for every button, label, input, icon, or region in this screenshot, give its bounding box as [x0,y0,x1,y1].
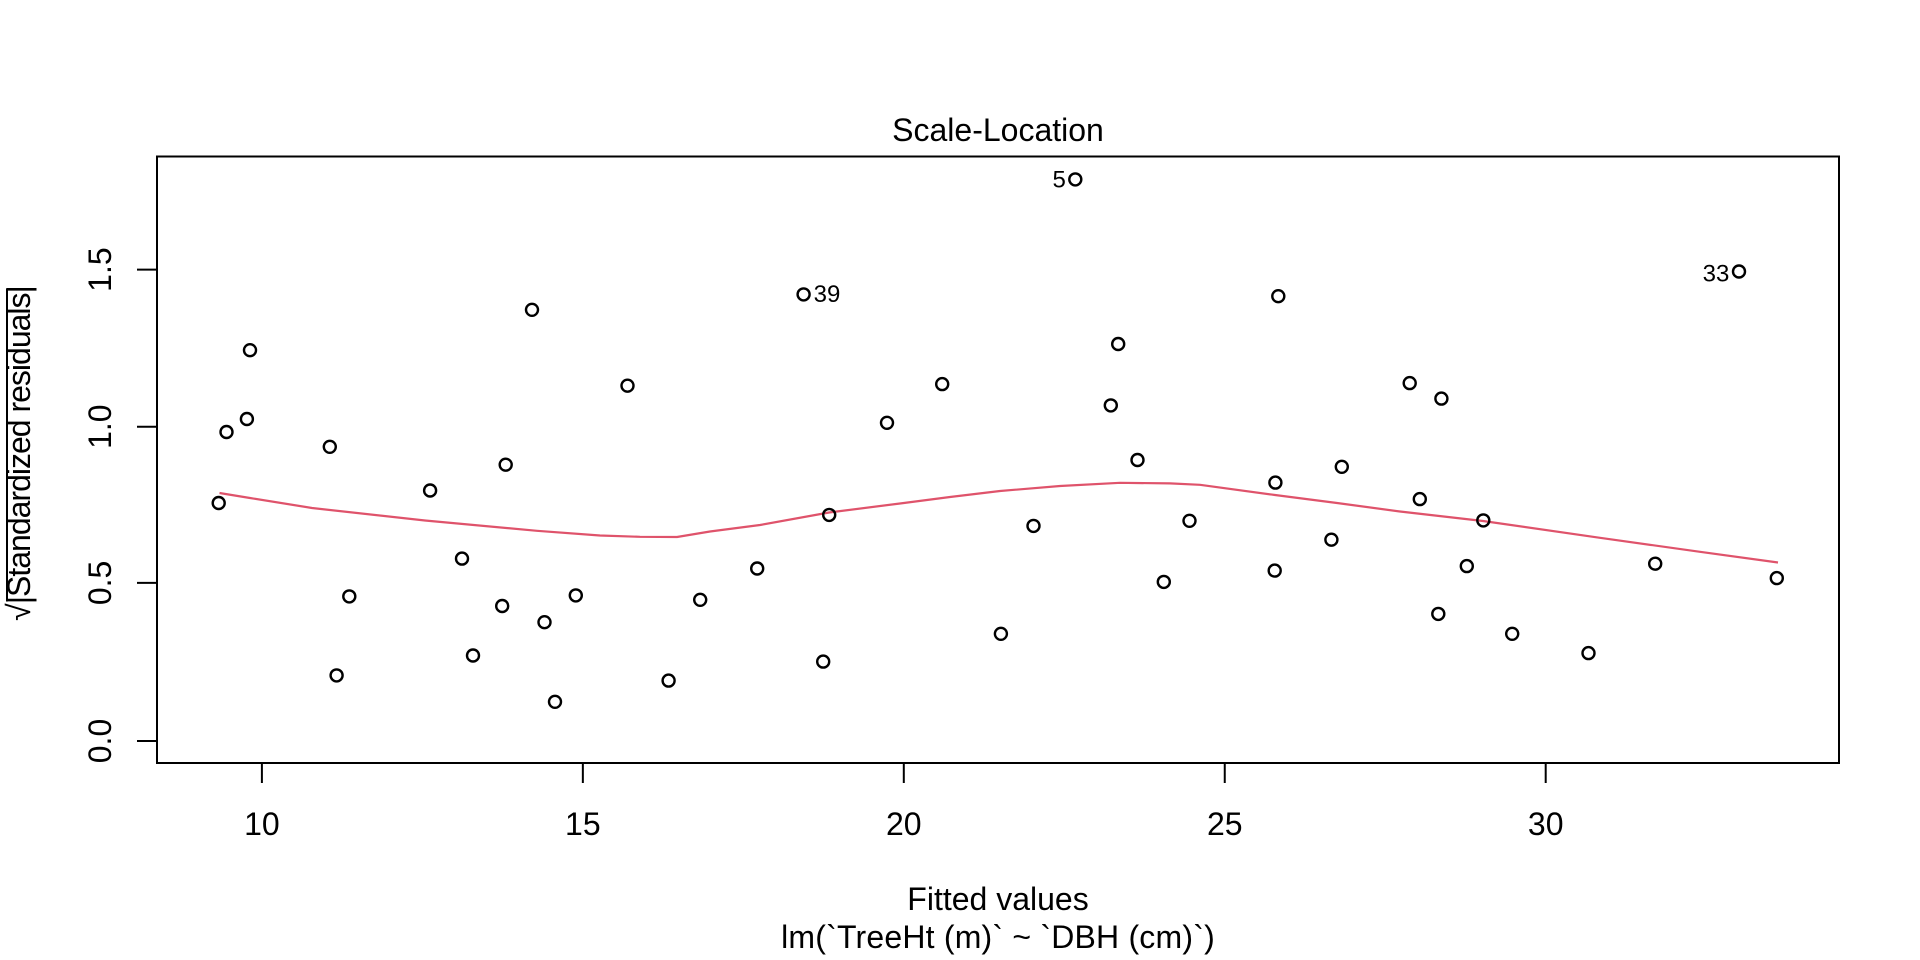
svg-text:0.5: 0.5 [82,561,118,605]
svg-text:5: 5 [1052,167,1065,194]
svg-text:33: 33 [1703,261,1730,288]
svg-text:15: 15 [565,806,601,842]
svg-text:20: 20 [886,806,922,842]
svg-text:1.0: 1.0 [82,404,118,448]
svg-text:1.5: 1.5 [82,247,118,291]
svg-text:lm(`TreeHt (m)` ~ `DBH (cm)`): lm(`TreeHt (m)` ~ `DBH (cm)`) [781,919,1215,955]
svg-text:25: 25 [1207,806,1243,842]
svg-text:Fitted values: Fitted values [907,881,1088,917]
svg-text:39: 39 [814,281,841,308]
svg-text:0.0: 0.0 [82,719,118,763]
svg-text:30: 30 [1528,806,1564,842]
svg-text:Scale-Location: Scale-Location [892,112,1104,148]
svg-text:10: 10 [244,806,280,842]
